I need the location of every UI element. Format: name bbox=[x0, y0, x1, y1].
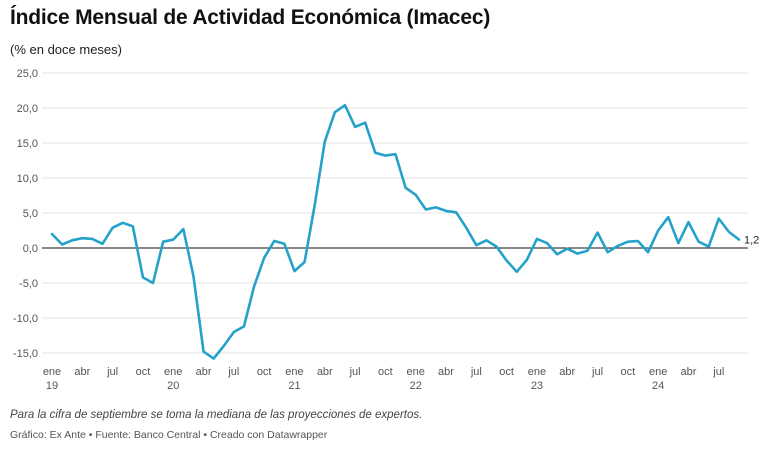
chart-note: Para la cifra de septiembre se toma la m… bbox=[10, 409, 423, 421]
x-tick-year-label: 19 bbox=[46, 380, 58, 392]
chart-footer: Gráfico: Ex Ante • Fuente: Banco Central… bbox=[10, 429, 328, 441]
x-tick-label: abr bbox=[317, 366, 333, 378]
x-tick-label: oct bbox=[378, 366, 393, 378]
x-tick-label: jul bbox=[591, 366, 603, 378]
x-tick-year-label: 20 bbox=[167, 380, 179, 392]
x-tick-label: jul bbox=[106, 366, 118, 378]
x-tick-label: abr bbox=[74, 366, 90, 378]
y-tick-label: -5,0 bbox=[19, 278, 38, 290]
x-tick-label: oct bbox=[499, 366, 514, 378]
series-line bbox=[50, 103, 741, 360]
y-tick-label: -15,0 bbox=[13, 348, 38, 360]
chart-title: Índice Mensual de Actividad Económica (I… bbox=[10, 6, 491, 29]
y-tick-label: 25,0 bbox=[17, 68, 38, 80]
x-tick-label: abr bbox=[438, 366, 454, 378]
y-tick-label: 15,0 bbox=[17, 138, 38, 150]
x-tick-label: jul bbox=[470, 366, 482, 378]
x-tick-year-label: 22 bbox=[410, 380, 422, 392]
x-tick-label: jul bbox=[349, 366, 361, 378]
x-tick-label: jul bbox=[227, 366, 239, 378]
chart-subtitle: (% en doce meses) bbox=[10, 42, 122, 57]
y-tick-label: 20,0 bbox=[17, 103, 38, 115]
y-tick-label: 0,0 bbox=[23, 243, 38, 255]
x-tick-label: jul bbox=[712, 366, 724, 378]
y-tick-label: 10,0 bbox=[17, 173, 38, 185]
x-tick-label: ene bbox=[649, 366, 667, 378]
y-tick-label: 5,0 bbox=[23, 208, 38, 220]
x-tick-year-label: 24 bbox=[652, 380, 664, 392]
x-tick-year-label: 21 bbox=[288, 380, 300, 392]
x-tick-label: oct bbox=[621, 366, 636, 378]
x-tick-label: ene bbox=[164, 366, 182, 378]
x-tick-label: ene bbox=[285, 366, 303, 378]
x-tick-label: ene bbox=[528, 366, 546, 378]
line-chart: 25,0 20,0 15,0 10,0 5,0 0,0 -5,0 -10,0 -15,0 ene 1… bbox=[13, 68, 759, 392]
x-tick-label: oct bbox=[257, 366, 272, 378]
x-tick-label: ene bbox=[407, 366, 425, 378]
x-tick-label: abr bbox=[196, 366, 212, 378]
x-tick-label: oct bbox=[136, 366, 151, 378]
y-tick-label: -10,0 bbox=[13, 313, 38, 325]
x-tick-year-label: 23 bbox=[531, 380, 543, 392]
x-tick-label: ene bbox=[43, 366, 61, 378]
end-value-label: 1,2 bbox=[744, 235, 759, 247]
x-tick-label: abr bbox=[681, 366, 697, 378]
x-tick-label: abr bbox=[559, 366, 575, 378]
